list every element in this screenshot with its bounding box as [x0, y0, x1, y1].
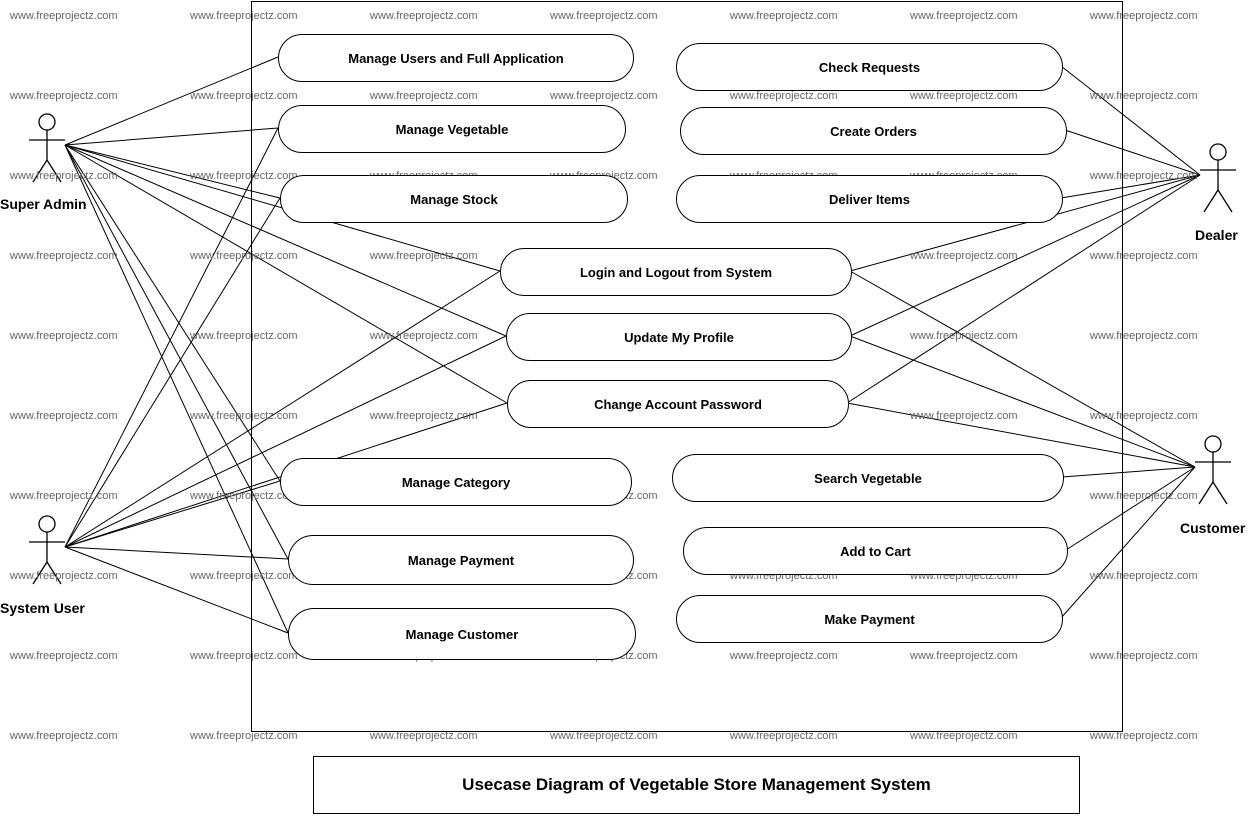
- watermark-text: www.freeprojectz.com: [10, 570, 118, 582]
- usecase-label: Check Requests: [819, 60, 920, 75]
- usecase-manage-users: Manage Users and Full Application: [278, 34, 634, 82]
- usecase-manage-category: Manage Category: [280, 458, 632, 506]
- usecase-label: Manage Vegetable: [396, 122, 509, 137]
- watermark-text: www.freeprojectz.com: [10, 490, 118, 502]
- watermark-text: www.freeprojectz.com: [10, 330, 118, 342]
- watermark-text: www.freeprojectz.com: [10, 410, 118, 422]
- usecase-manage-customer: Manage Customer: [288, 608, 636, 660]
- watermark-text: www.freeprojectz.com: [10, 250, 118, 262]
- usecase-add-to-cart: Add to Cart: [683, 527, 1068, 575]
- usecase-label: Login and Logout from System: [580, 265, 772, 280]
- connection-line: [65, 57, 278, 145]
- usecase-change-password: Change Account Password: [507, 380, 849, 428]
- usecase-label: Manage Stock: [410, 192, 497, 207]
- watermark-text: www.freeprojectz.com: [10, 90, 118, 102]
- actor-label-super-admin: Super Admin: [0, 196, 87, 212]
- actor-label-customer: Customer: [1180, 520, 1245, 536]
- connection-line: [65, 128, 278, 547]
- usecase-manage-stock: Manage Stock: [280, 175, 628, 223]
- usecase-check-requests: Check Requests: [676, 43, 1063, 91]
- usecase-search-vegetable: Search Vegetable: [672, 454, 1064, 502]
- actor-dealer-icon: [1200, 144, 1236, 212]
- usecase-deliver-items: Deliver Items: [676, 175, 1063, 223]
- usecase-label: Manage Payment: [408, 553, 514, 568]
- usecase-label: Manage Category: [402, 475, 510, 490]
- usecase-create-orders: Create Orders: [680, 107, 1067, 155]
- usecase-label: Add to Cart: [840, 544, 911, 559]
- usecase-make-payment: Make Payment: [676, 595, 1063, 643]
- usecase-login-logout: Login and Logout from System: [500, 248, 852, 296]
- usecase-label: Create Orders: [830, 124, 917, 139]
- actor-label-system-user: System User: [0, 600, 85, 616]
- usecase-label: Manage Customer: [406, 627, 519, 642]
- usecase-manage-payment: Manage Payment: [288, 535, 634, 585]
- usecase-label: Make Payment: [824, 612, 914, 627]
- actor-customer-icon: [1195, 436, 1231, 504]
- actor-label-dealer: Dealer: [1195, 227, 1238, 243]
- watermark-text: www.freeprojectz.com: [10, 650, 118, 662]
- watermark-text: www.freeprojectz.com: [10, 170, 118, 182]
- connection-line: [65, 481, 280, 547]
- connection-line: [65, 198, 280, 547]
- actor-super-admin-icon: [29, 114, 65, 182]
- watermark-text: www.freeprojectz.com: [10, 10, 118, 22]
- usecase-update-profile: Update My Profile: [506, 313, 852, 361]
- usecase-label: Deliver Items: [829, 192, 910, 207]
- diagram-title: Usecase Diagram of Vegetable Store Manag…: [462, 775, 931, 795]
- usecase-label: Search Vegetable: [814, 471, 922, 486]
- actor-system-user-icon: [29, 516, 65, 584]
- connection-line: [65, 145, 280, 198]
- usecase-manage-vegetable: Manage Vegetable: [278, 105, 626, 153]
- title-box: Usecase Diagram of Vegetable Store Manag…: [313, 756, 1080, 814]
- usecase-label: Manage Users and Full Application: [348, 51, 564, 66]
- watermark-text: www.freeprojectz.com: [10, 730, 118, 742]
- connection-line: [65, 128, 278, 145]
- usecase-label: Change Account Password: [594, 397, 762, 412]
- usecase-label: Update My Profile: [624, 330, 734, 345]
- connection-line: [65, 145, 280, 481]
